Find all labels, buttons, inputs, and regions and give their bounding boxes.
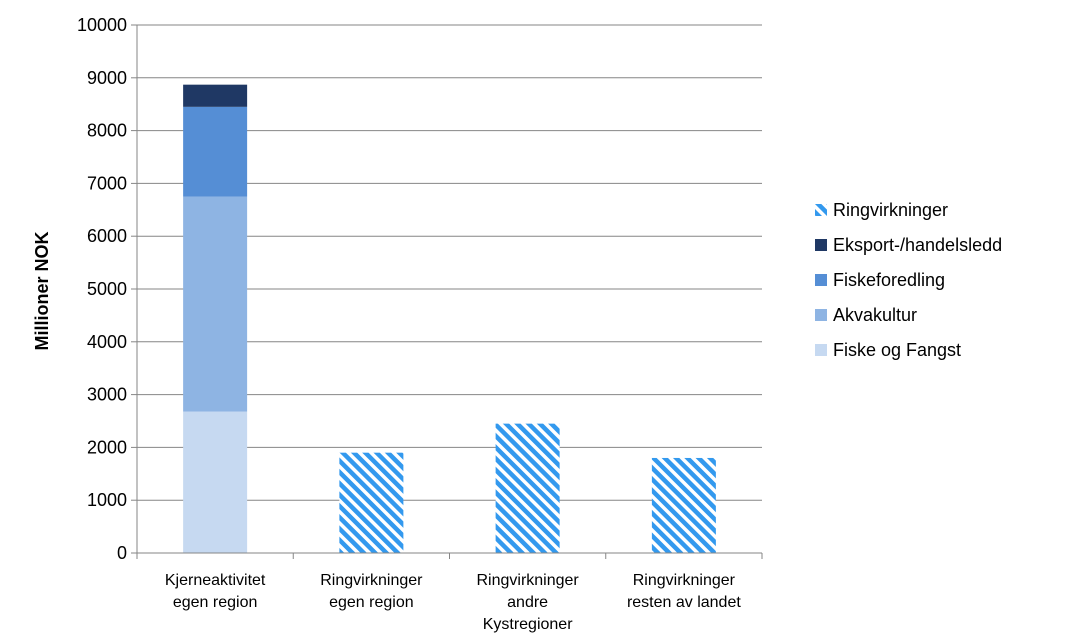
axes [136, 25, 763, 559]
x-tick-label-line: Ringvirkninger [633, 572, 736, 589]
x-tick-label-line: egen region [329, 594, 414, 611]
y-tick-label: 5000 [87, 279, 127, 299]
bar-segment [183, 411, 248, 553]
x-tick-label: Ringvirkninger andre Kystregioner [476, 572, 579, 633]
bar-segment [183, 196, 248, 412]
x-tick-label-line: resten av landet [627, 594, 741, 611]
legend-label: Fiske og Fangst [833, 340, 961, 360]
legend: Ringvirkninger Eksport-/handelsledd Fiskef… [815, 200, 1002, 360]
x-tick-label-line: andre [507, 594, 548, 611]
legend-label: Ringvirkninger [833, 200, 948, 220]
y-tick-label: 2000 [87, 437, 127, 457]
y-tick-label: 3000 [87, 385, 127, 405]
x-tick-label: Ringvirkninger egen region [320, 572, 423, 611]
bar-segment [339, 452, 404, 553]
x-tick-label: Ringvirkninger resten av landet [627, 572, 741, 611]
x-tick-label-line: Kjerneaktivitet [165, 572, 266, 589]
tick-labels: 0 1000 2000 3000 4000 5000 6000 7000 8000 9000 100… [77, 15, 741, 633]
y-tick-label: 0 [117, 543, 127, 563]
y-axis-label: Millioner NOK [32, 231, 52, 350]
bar-segment [651, 457, 716, 553]
x-tick-label-line: Ringvirkninger [476, 572, 579, 589]
bar-segment [183, 106, 248, 197]
x-tick-label-line: Ringvirkninger [320, 572, 423, 589]
legend-label: Akvakultur [833, 305, 917, 325]
y-tick-label: 6000 [87, 226, 127, 246]
y-tick-label: 8000 [87, 121, 127, 141]
legend-swatch [815, 239, 827, 251]
legend-label: Eksport-/handelsledd [833, 235, 1002, 255]
bars [183, 84, 716, 553]
legend-swatch [815, 309, 827, 321]
x-tick-label-line: Kystregioner [483, 616, 573, 633]
y-tick-label: 9000 [87, 68, 127, 88]
y-tick-label: 7000 [87, 173, 127, 193]
legend-swatch [815, 204, 827, 216]
y-tick-label: 1000 [87, 490, 127, 510]
y-tick-label: 10000 [77, 15, 127, 35]
legend-swatch [815, 274, 827, 286]
x-tick-label-line: egen region [173, 594, 258, 611]
x-tick-label: Kjerneaktivitet egen region [165, 572, 266, 611]
bar-segment [495, 423, 560, 553]
legend-label: Fiskeforedling [833, 270, 945, 290]
legend-swatch [815, 344, 827, 356]
bar-segment [183, 84, 248, 107]
y-tick-label: 4000 [87, 332, 127, 352]
